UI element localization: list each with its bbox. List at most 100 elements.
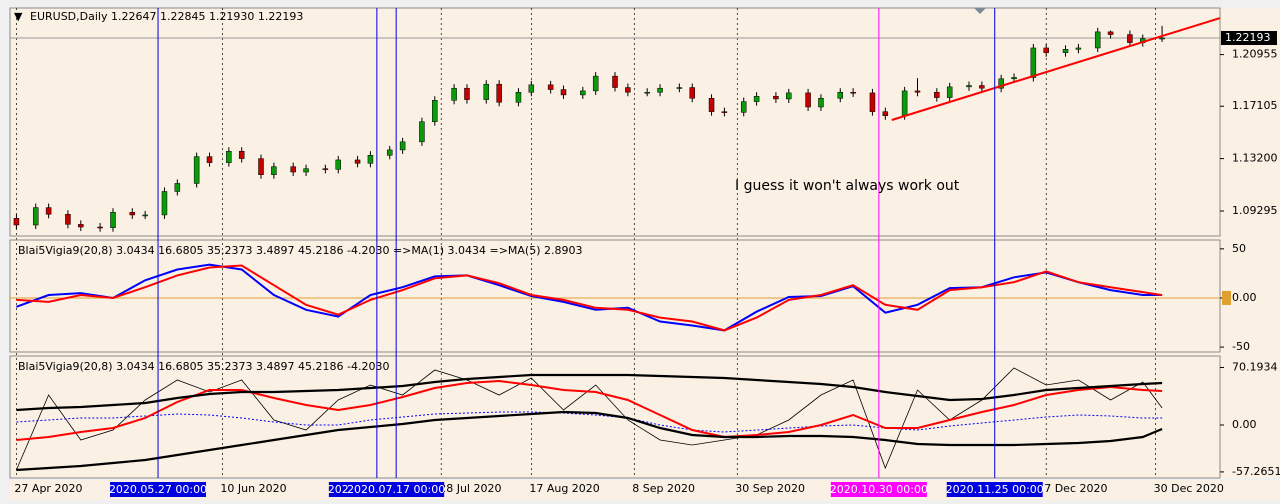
candle-body	[1107, 31, 1114, 35]
candle-body	[432, 100, 438, 122]
x-tick-label: 30 Dec 2020	[1154, 482, 1224, 495]
x-tick-label: 27 Apr 2020	[14, 482, 82, 495]
candle-body	[998, 78, 1004, 89]
y-tick-label: 0.00	[1232, 291, 1257, 304]
vertical-label: 2020.05.27 00:00	[109, 483, 207, 496]
candle-body	[914, 90, 921, 93]
candle-body	[97, 226, 103, 229]
panel-frame	[9, 239, 1221, 353]
series-line	[16, 264, 1163, 332]
candle-body	[547, 84, 554, 90]
panel-title: Blai5Vigia9(20,8) 3.0434 16.6805 35.2373…	[18, 244, 583, 257]
series-line	[16, 411, 1163, 433]
candle-body	[451, 87, 457, 101]
candle-body	[129, 212, 136, 216]
candle-body	[1127, 34, 1133, 43]
candle-body	[238, 150, 245, 159]
x-tick-label: 7 Dec 2020	[1044, 482, 1107, 495]
x-tick-label: 10 Jun 2020	[220, 482, 286, 495]
shift-marker	[974, 8, 986, 14]
candle-body	[979, 85, 985, 89]
panel-frame	[9, 355, 1221, 479]
candle-body	[464, 87, 470, 100]
last-price-label: 1.22193	[1225, 31, 1271, 44]
y-tick-label: 1.09295	[1232, 204, 1278, 217]
trend-line	[891, 17, 1221, 121]
y-tick-label: 70.1934	[1232, 360, 1278, 373]
candle-body	[206, 156, 213, 163]
candle-body	[946, 86, 953, 98]
candle-body	[592, 75, 599, 92]
x-tick-label: 17 Aug 2020	[529, 482, 599, 495]
candle-body	[786, 92, 792, 100]
candle-body	[271, 166, 277, 175]
candle-body	[419, 121, 425, 143]
y-tick-label: 1.13200	[1232, 152, 1278, 165]
candle-body	[818, 98, 824, 108]
candle-body	[335, 159, 341, 170]
vertical-label: 2020.11.25 00:00	[946, 483, 1044, 496]
x-tick-label: 30 Sep 2020	[735, 482, 805, 495]
series-line	[16, 379, 1163, 441]
candle-body	[1094, 31, 1101, 49]
candle-body	[773, 95, 779, 100]
vertical-label-bg	[110, 482, 207, 497]
candle-body	[78, 224, 84, 228]
panel-title: Blai5Vigia9(20,8) 3.0434 16.6805 35.2373…	[18, 360, 389, 373]
candle-body	[966, 85, 972, 88]
candle-body	[869, 92, 876, 112]
candle-body	[45, 207, 52, 215]
series-line	[16, 410, 1163, 472]
candle-body	[528, 84, 535, 93]
x-tick-label: 8 Sep 2020	[632, 482, 695, 495]
candle-body	[483, 83, 490, 100]
candle-body	[1062, 49, 1069, 53]
menu-arrow: ▼	[14, 10, 23, 23]
vertical-label-bg	[348, 482, 445, 497]
y-tick-label: -57.2651	[1232, 465, 1280, 478]
y-tick-label: 50	[1232, 242, 1246, 255]
candle-body	[354, 159, 361, 164]
candle-body	[496, 83, 502, 103]
vertical-label-bg	[830, 482, 927, 497]
annotation: I guess it won't always work out	[735, 178, 960, 194]
candle-body	[560, 89, 567, 96]
candle-body	[740, 101, 747, 113]
candle-body	[708, 98, 715, 112]
chart-title: EURUSD,Daily 1.22647 1.22845 1.21930 1.2…	[30, 10, 303, 23]
candle-body	[837, 91, 844, 99]
candle-body	[1011, 77, 1017, 80]
candle-body	[290, 166, 296, 173]
panel-frame	[9, 7, 1221, 237]
candle-body	[32, 207, 39, 226]
candle-body	[612, 75, 618, 88]
candle-body	[226, 150, 232, 163]
candle-body	[367, 155, 374, 164]
y-tick-label: -50	[1232, 340, 1250, 353]
candle-body	[386, 149, 393, 156]
candle-body	[1075, 47, 1082, 50]
candle-body	[850, 91, 856, 94]
candle-body	[721, 111, 728, 113]
vertical-label-bg	[946, 482, 1043, 497]
candle-body	[258, 158, 264, 175]
candle-body	[644, 91, 650, 94]
candle-body	[1030, 47, 1037, 78]
candle-body	[142, 214, 148, 217]
candle-body	[882, 111, 889, 116]
plot-bg	[10, 8, 1280, 478]
candle-body	[676, 87, 683, 89]
candle-body	[161, 191, 168, 216]
candle-body	[399, 141, 406, 151]
y-tick-label: 1.20955	[1232, 48, 1278, 61]
candle-body	[322, 168, 329, 170]
series-line	[16, 373, 1163, 412]
candle-body	[303, 168, 309, 173]
candle-body	[174, 183, 181, 192]
candle-body	[110, 212, 116, 228]
candle-body	[805, 92, 811, 108]
y-tick-label: 0.00	[1232, 418, 1257, 431]
candle-body	[934, 91, 940, 98]
candle-body	[13, 218, 20, 226]
